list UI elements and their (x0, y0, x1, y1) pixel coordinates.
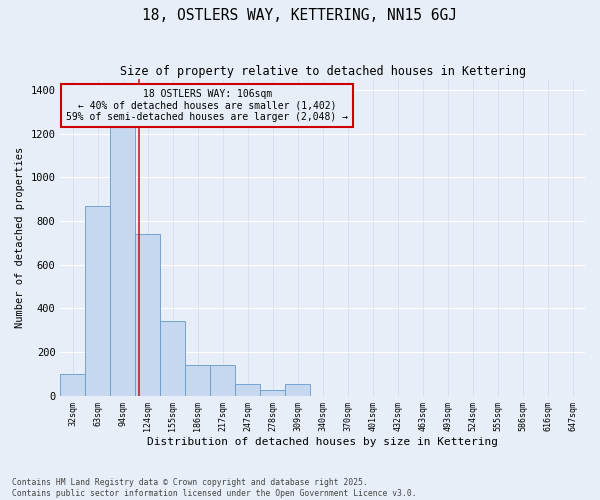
Bar (61, 374, 85, 396)
Text: 18 OSTLERS WAY: 106sqm
← 40% of detached houses are smaller (1,402)
59% of semi-: 18 OSTLERS WAY: 106sqm ← 40% of detached… (67, 88, 349, 122)
Text: Contains HM Land Registry data © Crown copyright and database right 2025.
Contai: Contains HM Land Registry data © Crown c… (12, 478, 416, 498)
Bar (160, 322, 185, 396)
Bar (260, 390, 285, 396)
Bar (110, 125, 136, 396)
Bar (210, 365, 235, 396)
Y-axis label: Number of detached properties: Number of detached properties (15, 147, 25, 328)
X-axis label: Distribution of detached houses by size in Kettering: Distribution of detached houses by size … (147, 438, 498, 448)
Bar (285, 384, 310, 396)
Bar (136, 234, 160, 396)
Text: 18, OSTLERS WAY, KETTERING, NN15 6GJ: 18, OSTLERS WAY, KETTERING, NN15 6GJ (143, 8, 458, 22)
Bar (185, 365, 210, 396)
Title: Size of property relative to detached houses in Kettering: Size of property relative to detached ho… (119, 65, 526, 78)
Bar (235, 384, 260, 396)
Bar (85, 206, 110, 396)
